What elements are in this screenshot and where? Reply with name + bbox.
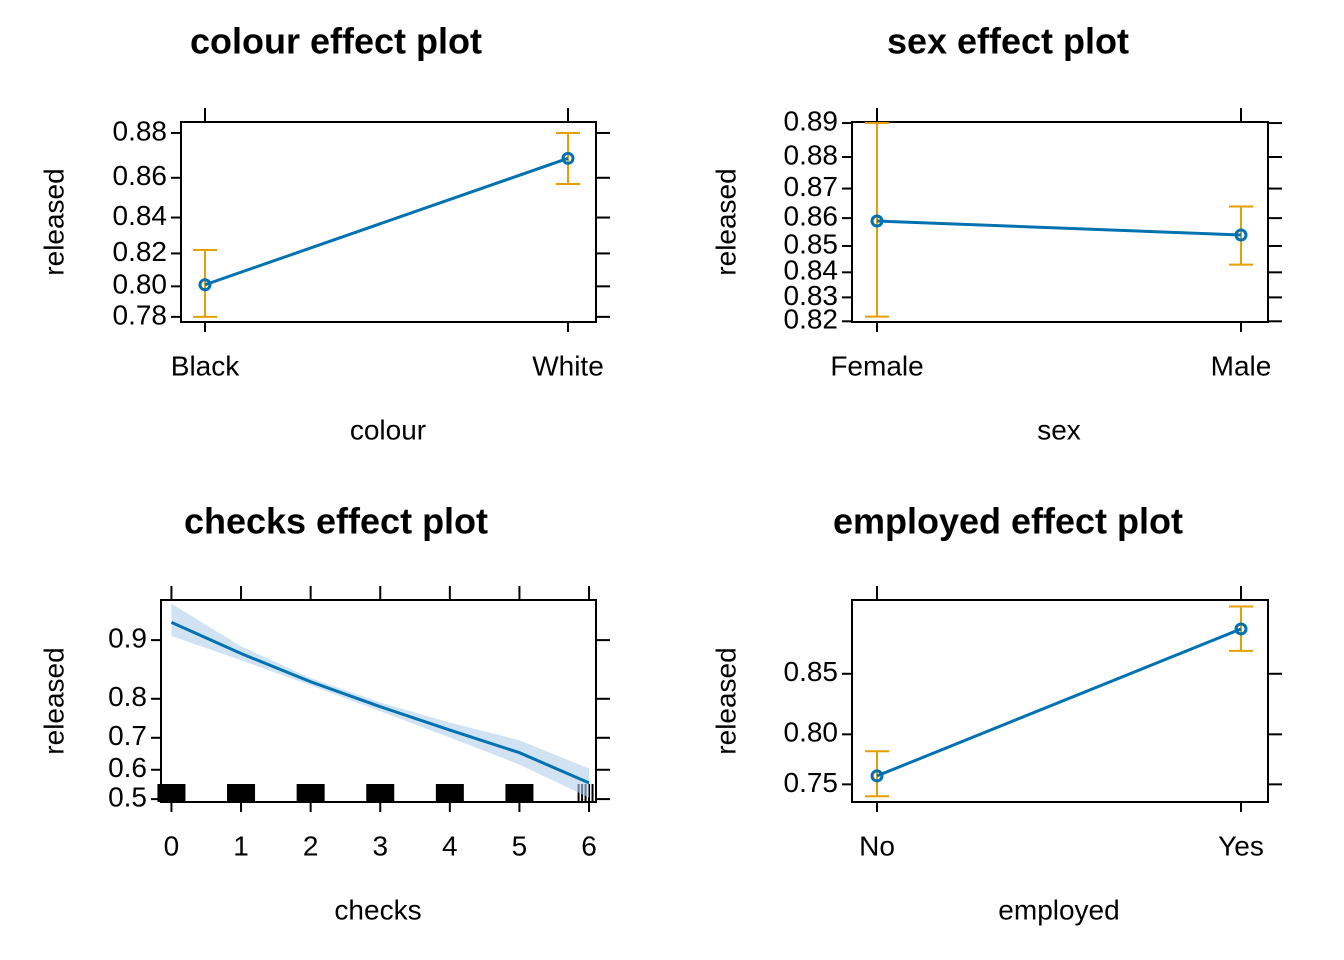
x-tick-label: 1 — [233, 830, 249, 861]
panel-title: sex effect plot — [887, 21, 1129, 62]
y-tick-label: 0.75 — [784, 767, 839, 798]
y-tick-label: 0.84 — [784, 255, 839, 286]
error-bar — [1229, 605, 1253, 652]
y-tick-label: 0.6 — [108, 752, 147, 783]
rug-mark — [157, 784, 186, 802]
effect-line — [170, 621, 590, 785]
effect-point — [198, 278, 212, 292]
employed-effect-panel: employed effect plot 0.75 0.80 0.85 No Yes emp… — [710, 501, 1282, 925]
x-tick-label: Black — [171, 350, 240, 381]
y-tick-label: 0.83 — [784, 280, 839, 311]
y-tick-label: 0.87 — [784, 171, 839, 202]
x-tick-label: Yes — [1218, 830, 1264, 861]
effect-point — [870, 214, 884, 228]
y-axis-label: released — [38, 647, 69, 754]
y-tick-label: 0.8 — [108, 681, 147, 712]
x-tick-label: 4 — [442, 830, 458, 861]
x-axis-label: checks — [334, 894, 421, 925]
x-tick-label: 6 — [581, 830, 597, 861]
y-tick-label: 0.7 — [108, 720, 147, 751]
x-axis-label: sex — [1037, 414, 1081, 445]
x-axis-label: colour — [350, 414, 426, 445]
rug-mark — [505, 784, 534, 802]
panel-title: colour effect plot — [190, 21, 482, 62]
panel-title: employed effect plot — [833, 501, 1183, 542]
plot-frame — [851, 599, 1269, 803]
sex-effect-panel: sex effect plot0.820.830.840.850.860.870… — [710, 21, 1282, 445]
y-tick-label: 0.86 — [784, 201, 839, 232]
plot-frame — [180, 121, 597, 323]
y-axis-label: released — [38, 168, 69, 275]
y-tick-label: 0.85 — [784, 656, 839, 687]
error-bar — [865, 750, 889, 798]
plot-frame — [160, 599, 597, 803]
y-tick-label: 0.86 — [113, 160, 168, 191]
effect-point — [1234, 228, 1248, 242]
panel-title: checks effect plot — [184, 501, 488, 542]
plot-frame — [851, 121, 1269, 323]
rug-mark — [435, 784, 464, 802]
y-axis-label: released — [710, 168, 741, 275]
x-tick-label: Male — [1211, 350, 1272, 381]
rug-mark — [366, 784, 395, 802]
effect-line — [876, 219, 1242, 237]
y-tick-label: 0.85 — [784, 228, 839, 259]
x-tick-label: 3 — [372, 830, 388, 861]
effect-point — [1234, 622, 1248, 636]
y-tick-label: 0.9 — [108, 623, 147, 654]
effect-point — [870, 769, 884, 783]
x-tick-label: 0 — [164, 830, 180, 861]
rug-mark — [296, 784, 325, 802]
error-bar — [1229, 205, 1253, 266]
x-tick-label: No — [859, 830, 895, 861]
y-axis-label: released — [710, 647, 741, 754]
y-tick-label: 0.82 — [784, 304, 839, 335]
effect-line — [876, 627, 1242, 778]
y-tick-label: 0.5 — [108, 781, 147, 812]
x-tick-label: 2 — [303, 830, 319, 861]
colour-effect-panel: colour effect plot 0.780.800.82 0.84 0.86 0.… — [38, 21, 610, 445]
error-bar — [865, 122, 889, 318]
y-tick-label: 0.88 — [784, 139, 839, 170]
x-tick-label: White — [532, 350, 604, 381]
effect-line — [204, 156, 569, 287]
y-tick-label: 0.89 — [784, 105, 839, 136]
y-tick-label: 0.80 — [784, 717, 839, 748]
rug-mark — [227, 784, 256, 802]
confidence-band — [171, 603, 590, 798]
y-tick-label: 0.88 — [113, 115, 168, 146]
y-tick-label: 0.84 — [113, 200, 168, 231]
y-tick-label: 0.82 — [113, 236, 168, 267]
x-axis-label: employed — [998, 894, 1119, 925]
x-tick-label: Female — [830, 350, 923, 381]
effect-point — [561, 151, 575, 165]
x-tick-label: 5 — [512, 830, 528, 861]
checks-effect-panel: checks effect plot 0.50.60.7 0.8 0.9 0 1 2 3 4 5 6… — [38, 501, 610, 925]
y-tick-label: 0.78 — [113, 299, 168, 330]
y-tick-label: 0.80 — [113, 269, 168, 300]
